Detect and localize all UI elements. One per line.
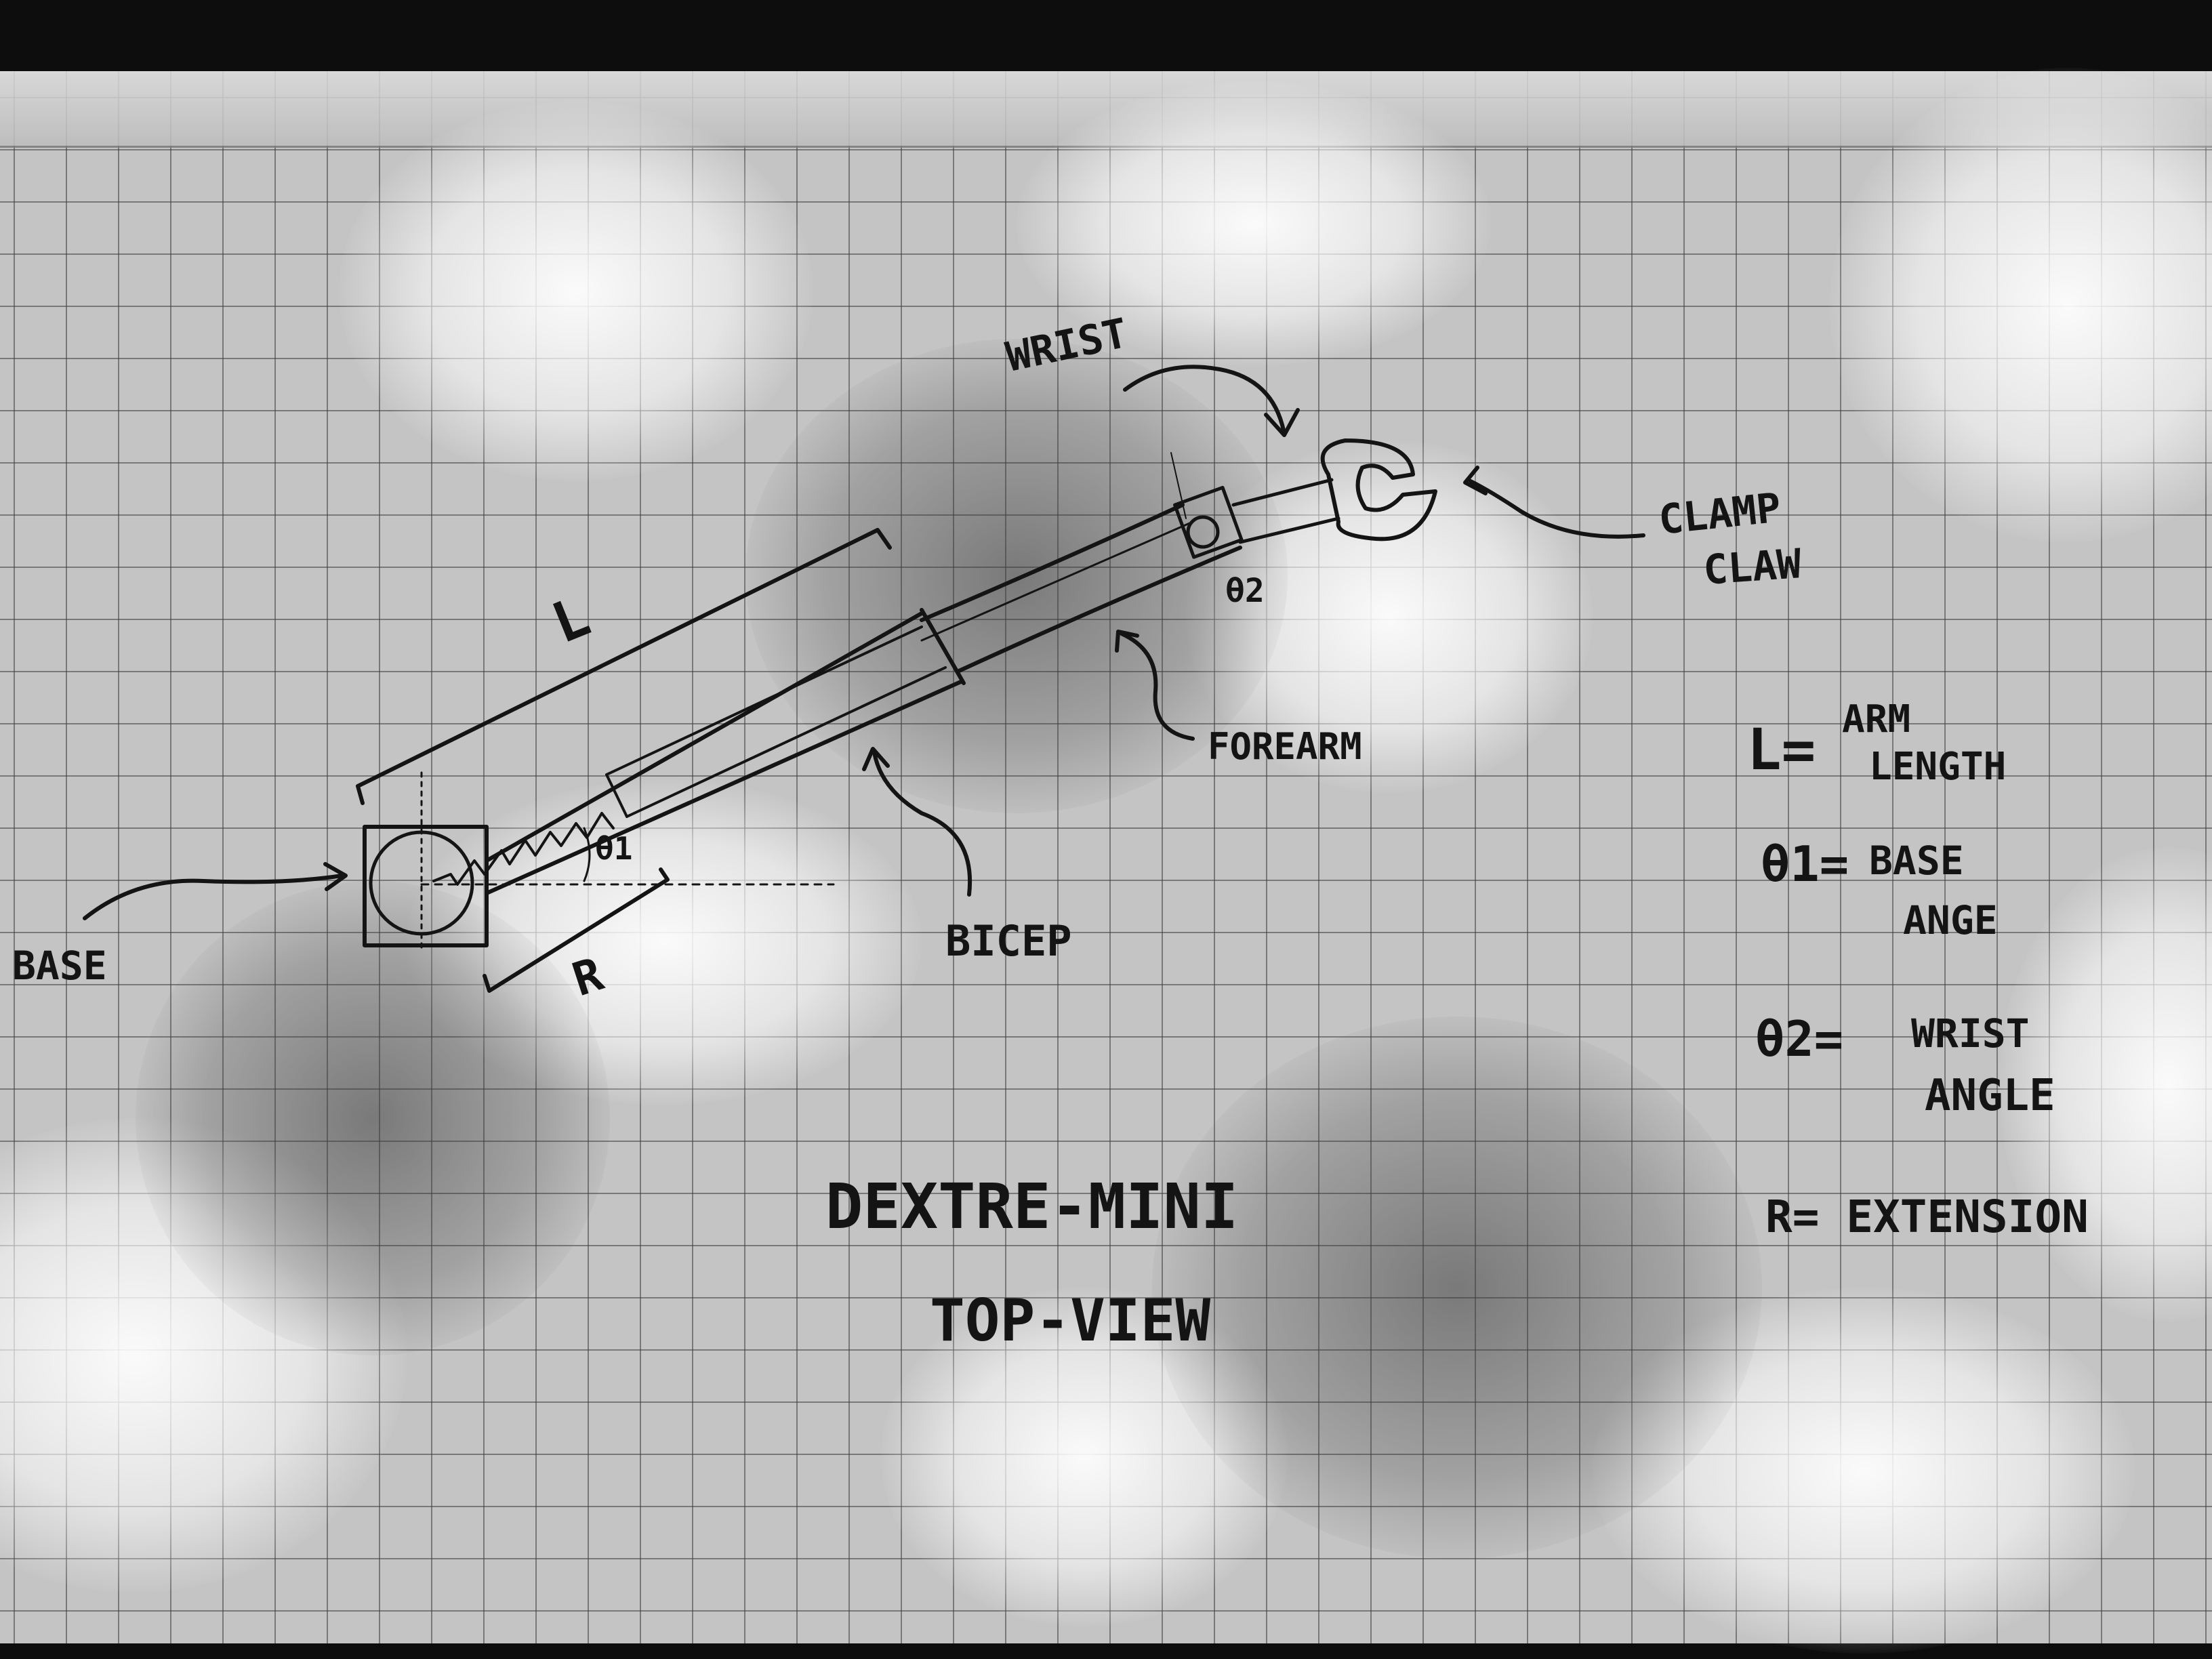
inner-tube-end bbox=[605, 773, 628, 818]
base-label: BASE bbox=[12, 943, 107, 989]
extension-spring bbox=[432, 812, 615, 886]
wrist-angle-label: θ2 bbox=[1225, 572, 1265, 610]
clamp-arrow-head bbox=[1463, 466, 1488, 495]
forearm-arrow bbox=[1120, 632, 1195, 741]
clamp-claw bbox=[1320, 438, 1437, 541]
base-angle-arc bbox=[583, 827, 591, 882]
forearm-centerline bbox=[920, 520, 1194, 642]
extension-bracket bbox=[483, 867, 670, 993]
bicep-arrow bbox=[872, 750, 972, 897]
legend-base-angle-symbol: θ1= bbox=[1761, 836, 1849, 893]
legend-wrist-angle-line2: ANGLE bbox=[1925, 1071, 2055, 1121]
legend-arm-length-line2: LENGTH bbox=[1869, 745, 2006, 789]
base-arrow bbox=[83, 874, 344, 920]
legend-wrist-angle-symbol: θ2= bbox=[1755, 1010, 1843, 1067]
legend-arm-length-line1: ARM bbox=[1842, 697, 1910, 741]
forearm-upper-edge bbox=[920, 503, 1185, 622]
bicep-arrow-head bbox=[862, 747, 890, 771]
clamp-label-line2: CLAW bbox=[1702, 540, 1803, 594]
wrist-housing bbox=[1173, 485, 1244, 559]
wrist-arrow bbox=[1123, 365, 1286, 436]
base-square bbox=[363, 825, 489, 947]
wrist-arrow-head bbox=[1264, 408, 1300, 437]
length-bracket bbox=[356, 528, 892, 805]
length-label: L bbox=[544, 584, 598, 657]
diagram-title: DEXTRE-MINI bbox=[825, 1170, 1238, 1243]
legend-base-angle-line2: ANGE bbox=[1903, 897, 1998, 943]
bicep-lower-rail bbox=[485, 679, 964, 895]
forearm-arrow-head bbox=[1115, 630, 1139, 653]
forearm-lower-edge bbox=[957, 546, 1242, 673]
clamp-stem-upper bbox=[1231, 478, 1334, 507]
legend-base-angle-line1: BASE bbox=[1869, 838, 1964, 884]
clamp-stem-lower bbox=[1238, 516, 1340, 544]
forearm-label: FOREARM bbox=[1208, 725, 1362, 768]
bicep-upper-rail bbox=[485, 611, 924, 863]
clamp-label-line1: CLAMP bbox=[1656, 484, 1783, 544]
extension-label: R bbox=[567, 947, 609, 1007]
inner-tube-lower bbox=[626, 666, 947, 818]
legend-wrist-angle-line1: WRIST bbox=[1911, 1010, 2030, 1057]
base-arrow-head bbox=[323, 862, 348, 891]
diagram-subtitle: TOP-VIEW bbox=[930, 1287, 1210, 1355]
wrist-label: WRIST bbox=[1002, 310, 1132, 382]
base-angle-label: θ1 bbox=[595, 830, 632, 867]
legend-extension: R= EXTENSION bbox=[1765, 1191, 2089, 1243]
bicep-end-cap bbox=[920, 608, 966, 685]
bicep-label: BICEP bbox=[945, 916, 1072, 966]
wrist-tick bbox=[1170, 452, 1187, 519]
legend-arm-length-symbol: L= bbox=[1747, 716, 1816, 783]
wrist-pivot bbox=[1186, 515, 1220, 549]
inner-tube-upper bbox=[605, 626, 923, 776]
clamp-arrow bbox=[1469, 479, 1645, 539]
